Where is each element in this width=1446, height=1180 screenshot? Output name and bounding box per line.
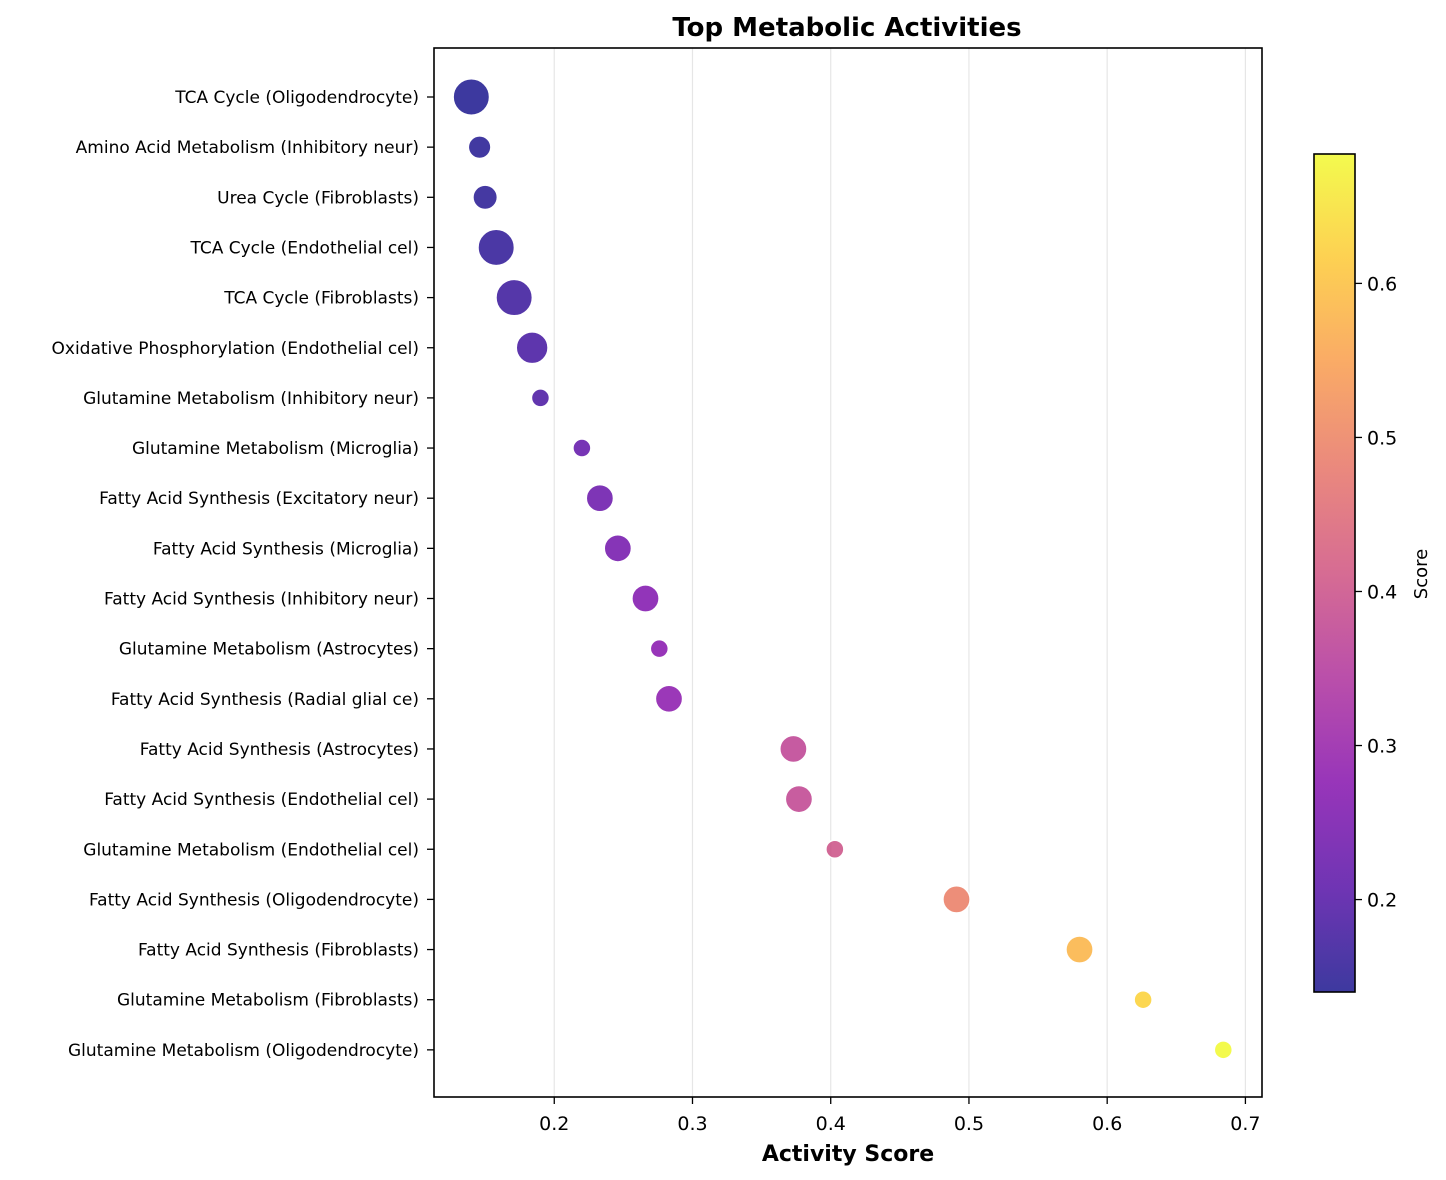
- y-tick-label: Fatty Acid Synthesis (Excitatory neur): [99, 489, 419, 509]
- colorbar-tick-label: 0.5: [1367, 427, 1397, 449]
- y-tick-label: Amino Acid Metabolism (Inhibitory neur): [76, 138, 419, 158]
- data-point: [530, 388, 551, 408]
- data-point: [784, 784, 814, 814]
- colorbar-ticks: 0.2 0.3 0.4 0.5 0.6: [1355, 273, 1397, 912]
- y-tick-label: Fatty Acid Synthesis (Radial glial ce): [111, 690, 419, 710]
- x-tick-label: 0.5: [954, 1113, 984, 1135]
- x-tick-label: 0.7: [1230, 1113, 1260, 1135]
- y-tick-label: Oxidative Phosphorylation (Endothelial c…: [52, 339, 419, 359]
- y-tick-label: Fatty Acid Synthesis (Endothelial cel): [104, 790, 419, 810]
- x-tick-label: 0.6: [1092, 1113, 1122, 1135]
- colorbar-tick-label: 0.3: [1367, 736, 1397, 758]
- x-axis-label: Activity Score: [762, 1142, 934, 1167]
- data-point: [495, 278, 534, 317]
- y-tick-label: Glutamine Metabolism (Fibroblasts): [117, 991, 419, 1011]
- colorbar: 0.2 0.3 0.4 0.5 0.6 Score: [1313, 153, 1432, 993]
- colorbar-tick-label: 0.2: [1367, 890, 1397, 912]
- data-point: [1213, 1040, 1234, 1060]
- chart-title: Top Metabolic Activities: [672, 13, 1021, 43]
- y-tick-label: TCA Cycle (Endothelial cel): [189, 238, 419, 258]
- data-point: [477, 228, 516, 267]
- colorbar-tick-label: 0.4: [1367, 581, 1397, 603]
- y-tick-label: Glutamine Metabolism (Microglia): [132, 439, 419, 459]
- data-point: [452, 78, 491, 116]
- colorbar-gradient: [1313, 153, 1356, 993]
- colorbar-tick-label: 0.6: [1367, 273, 1397, 295]
- data-point: [825, 839, 845, 859]
- plot-frame: [433, 47, 1263, 1098]
- data-point: [1133, 989, 1153, 1010]
- y-tick-labels: TCA Cycle (Oligodendrocyte) Amino Acid Me…: [52, 88, 434, 1061]
- data-point: [603, 534, 633, 563]
- data-point: [472, 184, 499, 211]
- x-tick-labels: 0.2 0.3 0.4 0.5 0.6 0.7: [539, 1097, 1261, 1135]
- data-point: [779, 734, 808, 764]
- colorbar-label: Score: [1411, 549, 1432, 599]
- data-point: [1065, 935, 1094, 964]
- x-tick-label: 0.3: [677, 1113, 707, 1135]
- x-tick-label: 0.2: [539, 1113, 569, 1135]
- y-tick-label: Fatty Acid Synthesis (Fibroblasts): [138, 941, 419, 961]
- data-point: [654, 684, 684, 714]
- data-points: [452, 78, 1234, 1060]
- y-tick-label: TCA Cycle (Fibroblasts): [223, 289, 419, 309]
- y-tick-label: Glutamine Metabolism (Endothelial cel): [83, 840, 419, 860]
- y-tick-label: Glutamine Metabolism (Oligodendrocyte): [68, 1041, 419, 1061]
- y-tick-label: Glutamine Metabolism (Astrocytes): [119, 640, 419, 660]
- grid-lines: [553, 48, 1247, 1097]
- y-tick-label: Glutamine Metabolism (Inhibitory neur): [83, 389, 419, 409]
- y-tick-label: TCA Cycle (Oligodendrocyte): [174, 88, 419, 108]
- y-tick-label: Fatty Acid Synthesis (Inhibitory neur): [104, 590, 419, 610]
- data-point: [467, 135, 492, 160]
- y-tick-label: Fatty Acid Synthesis (Astrocytes): [140, 740, 419, 760]
- data-point: [585, 483, 615, 513]
- y-tick-label: Fatty Acid Synthesis (Microglia): [153, 539, 419, 559]
- data-point: [515, 331, 549, 365]
- x-tick-label: 0.4: [816, 1113, 846, 1135]
- y-tick-label: Urea Cycle (Fibroblasts): [217, 188, 419, 208]
- y-tick-label: Fatty Acid Synthesis (Oligodendrocyte): [89, 890, 419, 910]
- data-point: [942, 885, 971, 914]
- data-point: [631, 584, 660, 613]
- data-point: [649, 638, 670, 659]
- data-point: [572, 438, 592, 458]
